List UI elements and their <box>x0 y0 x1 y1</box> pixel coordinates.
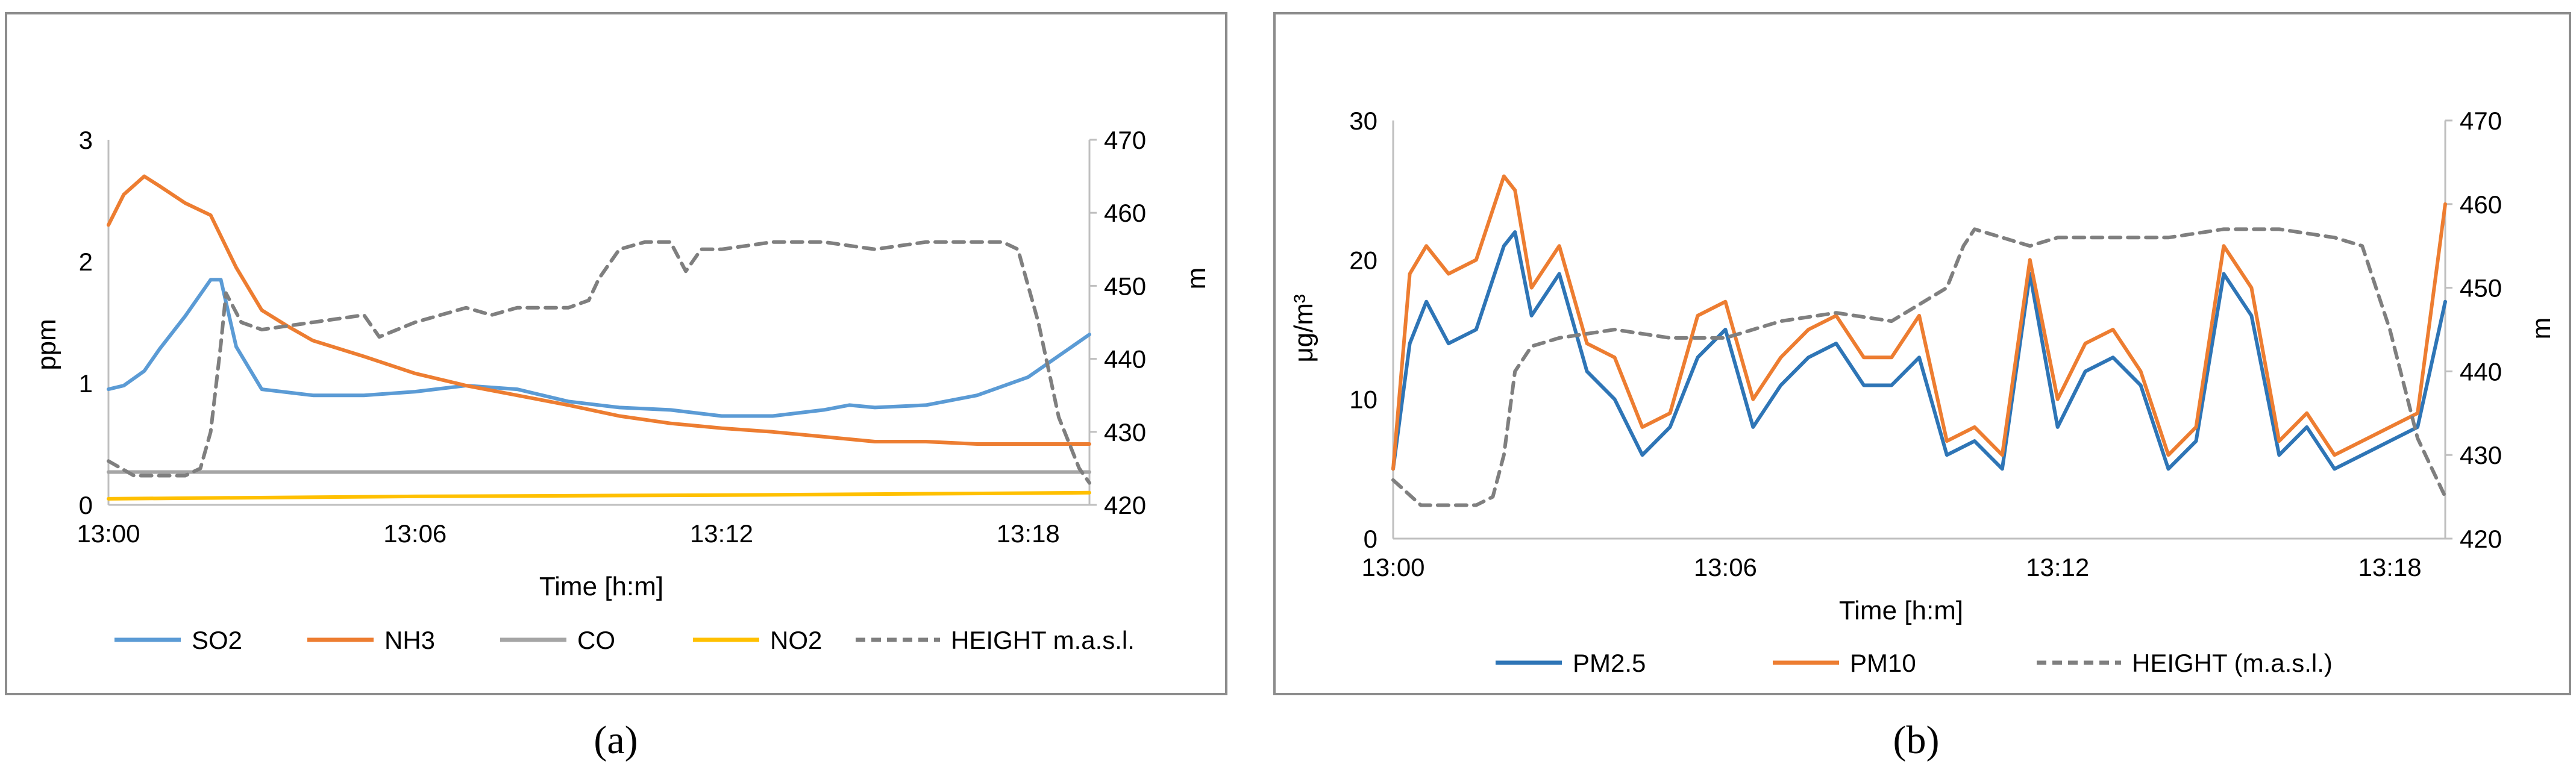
panel-a-caption: (a) <box>594 718 638 762</box>
series-line-no2 <box>107 490 1091 501</box>
y-tick-label: 10 <box>1349 386 1377 414</box>
y2-tick-label: 450 <box>2460 274 2502 302</box>
legend-label-height-m-a-s-l: HEIGHT m.a.s.l. <box>951 626 1135 654</box>
y2-tick-label: 420 <box>2460 525 2502 553</box>
y-tick-label: 2 <box>79 248 93 276</box>
y-tick-label: 30 <box>1349 107 1377 135</box>
x-tick-label: 13:00 <box>77 519 140 548</box>
x-tick-label: 13:06 <box>1694 553 1757 581</box>
legend-b: PM2.5 PM10 HEIGHT (m.a.s.l.) <box>1496 649 2333 677</box>
x-tick-label: 13:12 <box>690 519 753 548</box>
series-line-pm10 <box>1391 174 2447 471</box>
y2-tick-label: 440 <box>1104 345 1146 374</box>
legend-label-so2: SO2 <box>192 626 242 654</box>
y-tick-label: 0 <box>79 491 93 519</box>
y2-tick-label: 470 <box>2460 107 2502 135</box>
y2-tick-label: 420 <box>1104 491 1146 519</box>
x-tick-label: 13:18 <box>2358 553 2422 581</box>
panel-b-xlabel: Time [h:m] <box>1839 596 1963 625</box>
legend-a: SO2 NH3 CO NO2 HEIGHT m.a.s.l. <box>114 626 1135 654</box>
x-tick-label: 13:18 <box>997 519 1060 548</box>
y2-tick-label: 430 <box>2460 441 2502 469</box>
y-tick-label: 20 <box>1349 246 1377 274</box>
y2-tick-label: 470 <box>1104 126 1146 154</box>
y2-tick-label: 460 <box>1104 199 1146 227</box>
legend-label-nh3: NH3 <box>384 626 435 654</box>
panel-b-frame <box>1273 12 2571 695</box>
series-line-height-m-a-s-l <box>107 240 1091 485</box>
y2-tick-label: 440 <box>2460 357 2502 386</box>
panel-a-frame <box>5 12 1227 695</box>
y-tick-label: 3 <box>79 126 93 154</box>
y2-tick-label: 450 <box>1104 272 1146 300</box>
panel-b-caption: (b) <box>1893 718 1940 762</box>
legend-label-pm10: PM10 <box>1850 649 1916 677</box>
panel-a-ylabel: ppm <box>32 319 61 371</box>
legend-label-pm2-5: PM2.5 <box>1573 649 1646 677</box>
plot-b: 0 10 20 30 420 430 440 450 460 470 13:00 13:06 13:12… <box>1349 107 2502 581</box>
x-tick-label: 13:06 <box>383 519 447 548</box>
panel-a-xlabel: Time [h:m] <box>539 572 663 601</box>
legend-label-height-m-a-s-l: HEIGHT (m.a.s.l.) <box>2132 649 2333 677</box>
panel-b: 0 10 20 30 420 430 440 450 460 470 13:00 13:06 13:12… <box>1273 12 2571 762</box>
y-tick-label: 0 <box>1364 525 1377 553</box>
panel-a: 0 1 2 3 420 430 440 450 460 470 13:00 13:06 13:12 13:… <box>5 12 1227 762</box>
series-line-pm2-5 <box>1391 230 2447 471</box>
y-tick-label: 1 <box>79 369 93 398</box>
series-line-height-m-a-s-l <box>1391 227 2447 507</box>
panel-a-y2label: m <box>1182 267 1211 290</box>
legend-label-no2: NO2 <box>770 626 822 654</box>
y2-tick-label: 460 <box>2460 190 2502 219</box>
y2-tick-label: 430 <box>1104 418 1146 446</box>
plot-a: 0 1 2 3 420 430 440 450 460 470 13:00 13:06 13:12 13:… <box>77 126 1146 548</box>
series-line-nh3 <box>107 174 1091 446</box>
series-line-so2 <box>107 278 1091 418</box>
legend-label-co: CO <box>577 626 615 654</box>
x-tick-label: 13:00 <box>1361 553 1424 581</box>
x-tick-label: 13:12 <box>2026 553 2089 581</box>
panel-b-y2label: m <box>2527 318 2556 340</box>
panel-b-ylabel: μg/m³ <box>1289 294 1318 362</box>
